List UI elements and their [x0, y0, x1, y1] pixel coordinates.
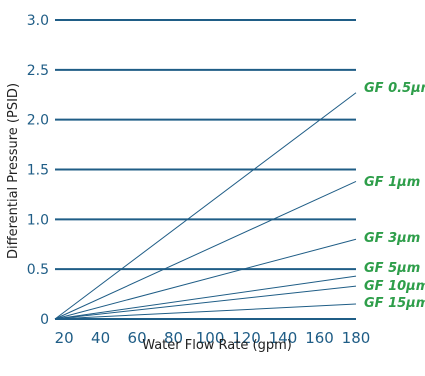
y-tick-label: 0.5 — [27, 262, 49, 278]
series-label: GF 3µm — [364, 231, 420, 246]
series-label: GF 1µm — [364, 175, 420, 190]
y-axis-label: Differential Pressure (PSID) — [6, 83, 21, 259]
series-label: GF 0.5µm — [364, 81, 425, 96]
x-tick-label: 160 — [305, 329, 334, 347]
series-label: GF 10µm — [364, 279, 425, 294]
series-line — [54, 238, 357, 320]
series-line — [54, 92, 357, 320]
y-tick-label: 1.5 — [27, 163, 49, 179]
series-line — [54, 303, 357, 320]
x-tick-labels: 20 40 60 80 100 120 140 160 180 — [55, 329, 371, 347]
series-line — [54, 181, 357, 320]
series-label: GF 15µm — [364, 296, 425, 311]
x-tick-label: 180 — [342, 329, 371, 347]
y-tick-label: 2.5 — [27, 63, 49, 79]
x-tick-label: 80 — [164, 329, 183, 347]
y-tick-label: 1.0 — [27, 212, 49, 228]
series-line — [54, 275, 357, 320]
series-labels: GF 0.5µm GF 1µm GF 3µm GF 5µm GF 10µm GF 15µm — [364, 81, 425, 311]
y-tick-label: 2.0 — [27, 113, 49, 129]
y-tick-label: 3.0 — [27, 13, 49, 29]
x-tick-label: 20 — [55, 329, 74, 347]
series-line — [54, 285, 357, 320]
x-tick-label: 40 — [91, 329, 110, 347]
y-tick-label: 0 — [40, 312, 49, 328]
x-tick-label: 60 — [128, 329, 147, 347]
x-tick-label: 100 — [196, 329, 225, 347]
y-tick-labels: 0 0.5 1.0 1.5 2.0 2.5 3.0 — [27, 13, 49, 328]
x-tick-label: 120 — [232, 329, 261, 347]
series-label: GF 5µm — [364, 261, 420, 276]
series-lines — [54, 92, 357, 320]
x-axis-label: Water Flow Rate (gpm) — [142, 338, 292, 353]
gridlines — [55, 19, 356, 320]
x-tick-label: 140 — [269, 329, 298, 347]
